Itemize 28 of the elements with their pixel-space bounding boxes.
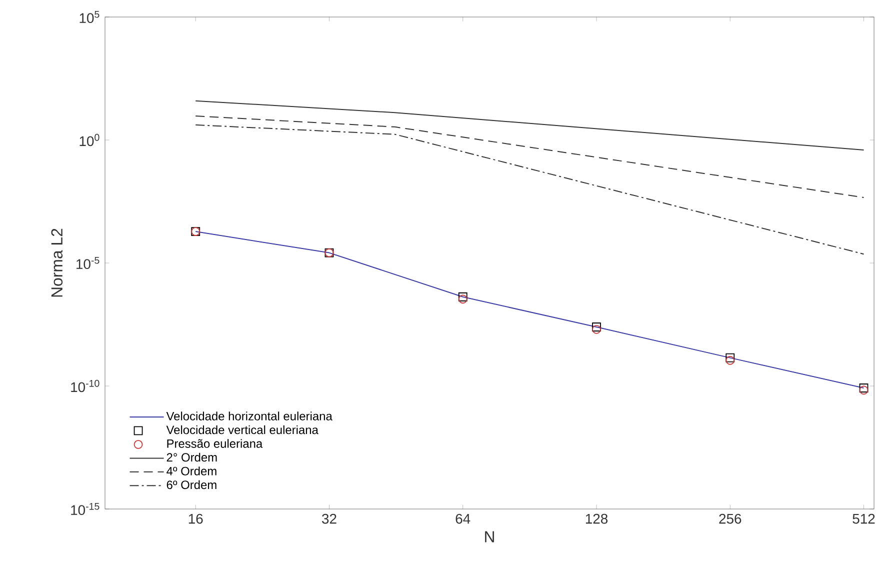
legend-label: Velocidade horizontal euleriana <box>166 412 332 420</box>
y-axis-title: Norma L2 <box>51 228 63 297</box>
x-tick-label: 512 <box>852 514 875 524</box>
point <box>458 292 468 302</box>
legend-label: Velocidade vertical euleriana <box>166 425 318 434</box>
point <box>726 353 735 362</box>
legend-label: 4º Ordem <box>166 466 216 476</box>
x-tick-label: 64 <box>456 514 470 524</box>
point <box>726 356 735 365</box>
legend-label: Pressão euleriana <box>167 439 263 448</box>
x-tick-label: 16 <box>188 514 203 524</box>
y-tick-label: 10$^{5}$ <box>80 10 100 24</box>
y-tick-label: 10$^{-5}$ <box>76 256 100 270</box>
legend-label: 6º Ordem <box>166 480 216 490</box>
point <box>592 322 601 332</box>
point <box>859 384 868 392</box>
x-tick-label: 128 <box>586 514 608 524</box>
x-tick-label: 32 <box>322 514 336 524</box>
point <box>592 324 601 334</box>
legend-label: 2° Ordem <box>166 452 217 462</box>
y-tick-label: 10$^{0}$ <box>80 134 100 146</box>
x-tick-label: 256 <box>719 514 742 524</box>
y-tick-label: 10$^{-15}$ <box>71 502 100 516</box>
y-tick-label: 10$^{-10}$ <box>71 380 100 392</box>
point <box>458 294 468 304</box>
x-axis-title: N <box>485 531 494 542</box>
line-series <box>195 231 864 388</box>
point <box>859 386 868 395</box>
